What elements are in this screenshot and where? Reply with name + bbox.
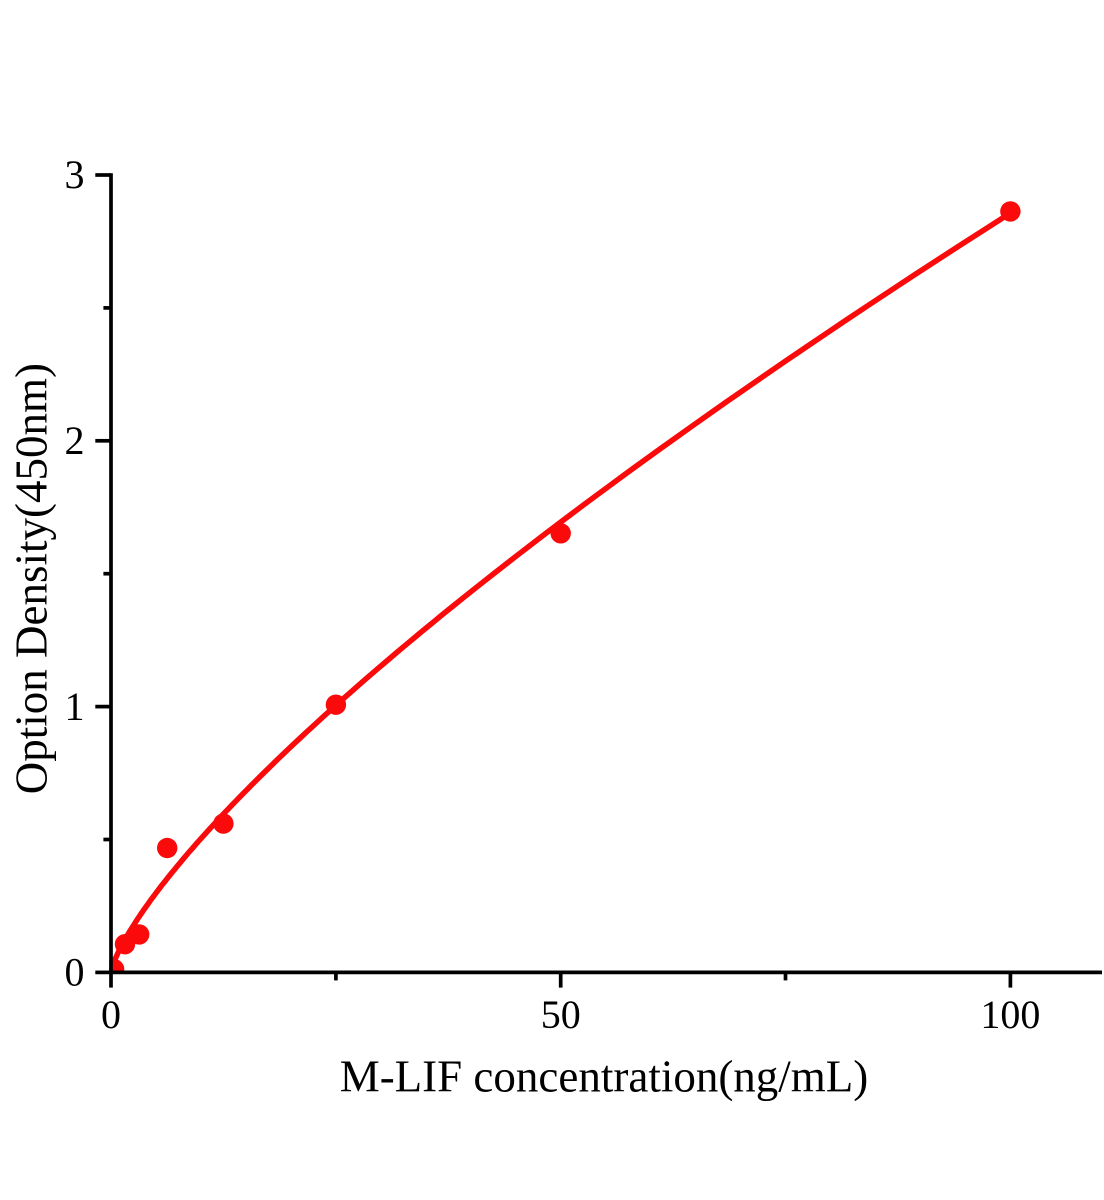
svg-text:50: 50 [541, 992, 581, 1037]
svg-text:100: 100 [980, 992, 1040, 1037]
svg-text:0: 0 [65, 950, 85, 995]
svg-text:M-LIF concentration(ng/mL): M-LIF concentration(ng/mL) [340, 1052, 869, 1102]
svg-text:3: 3 [65, 152, 85, 197]
svg-text:Option Density(450nm): Option Density(450nm) [6, 363, 56, 794]
svg-text:0: 0 [101, 992, 121, 1037]
svg-text:2: 2 [65, 418, 85, 463]
svg-text:1: 1 [65, 684, 85, 729]
